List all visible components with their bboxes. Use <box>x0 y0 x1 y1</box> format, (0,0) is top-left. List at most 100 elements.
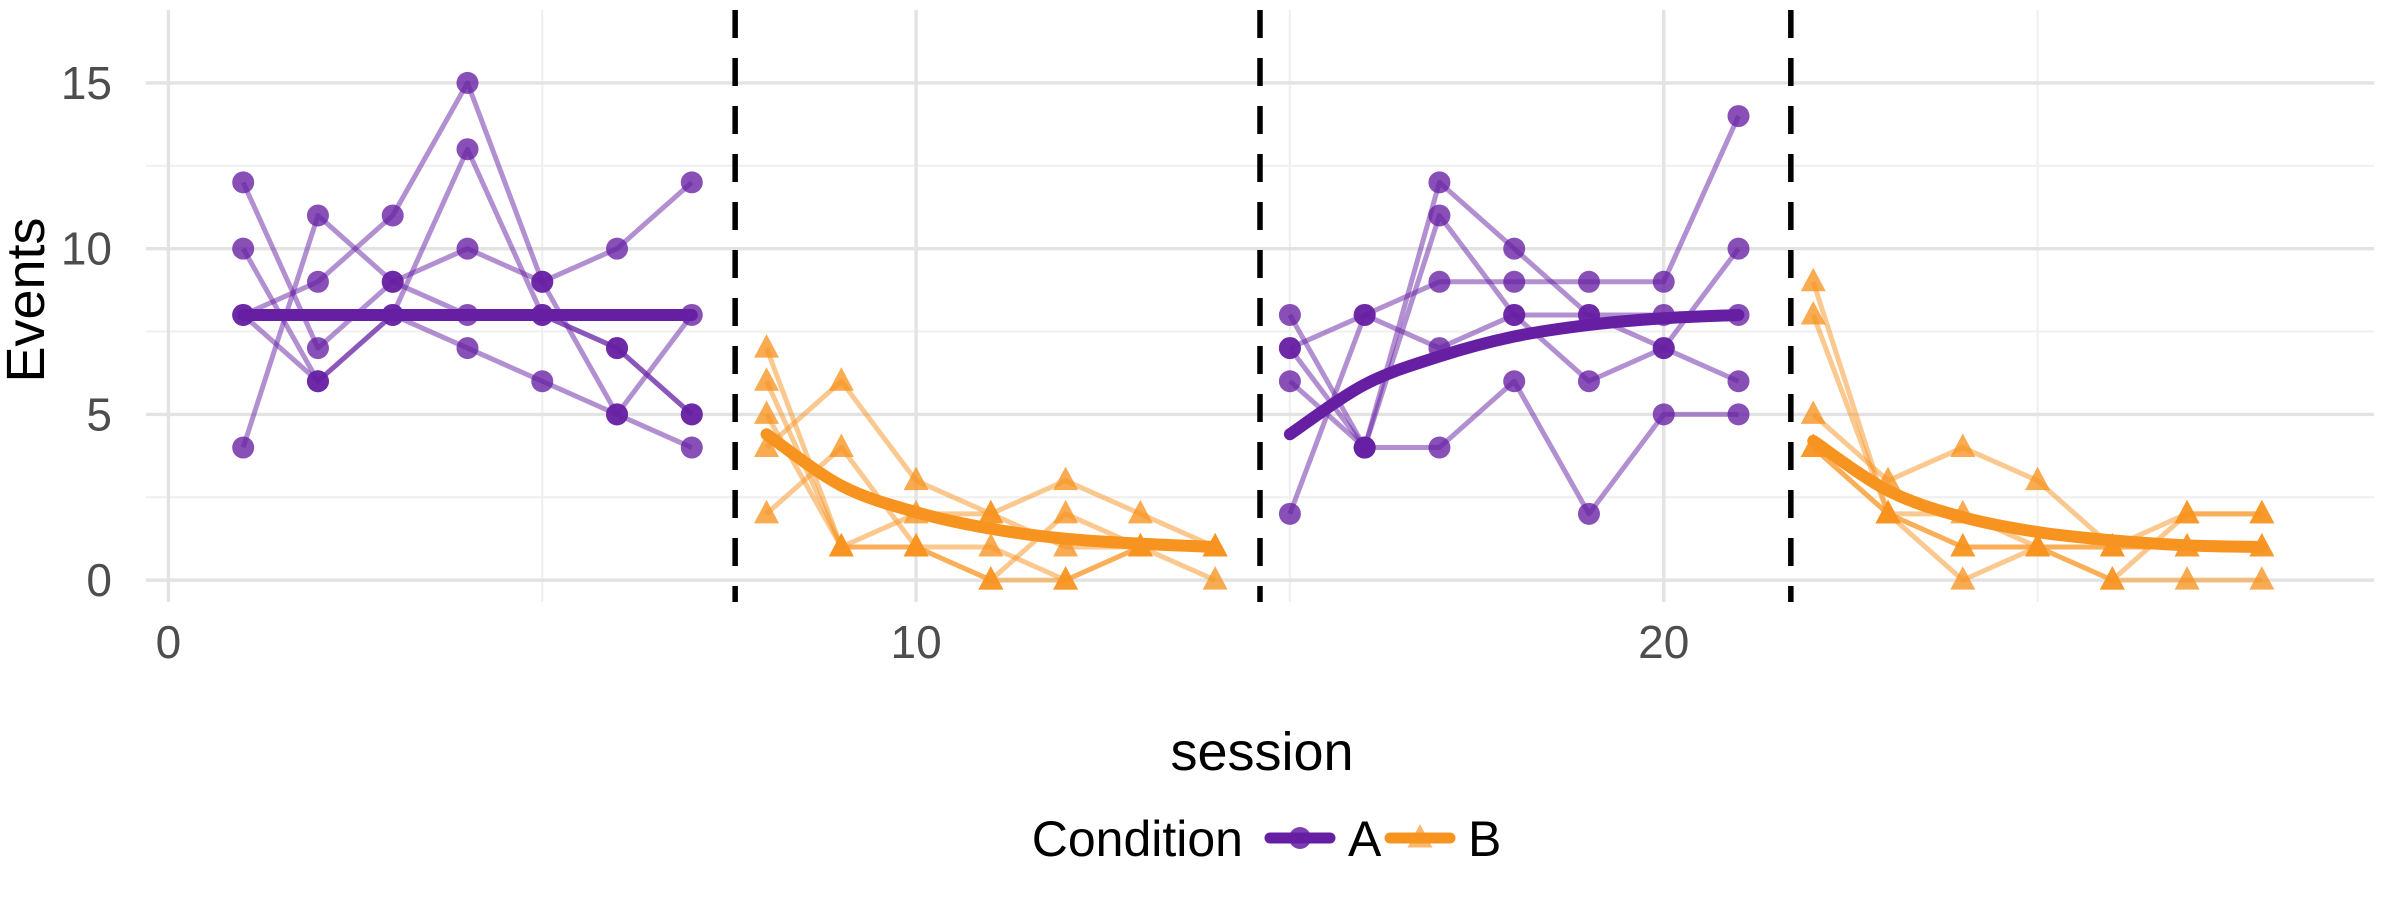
data-point-triangle <box>754 400 780 424</box>
data-point-triangle <box>1053 532 1079 557</box>
data-point-circle <box>381 270 404 293</box>
data-point-triangle <box>754 433 780 458</box>
data-point-triangle <box>978 532 1004 557</box>
data-point-circle <box>1278 370 1301 393</box>
data-point-circle <box>680 436 703 459</box>
data-point-triangle <box>2249 499 2275 524</box>
data-point-circle <box>456 237 479 260</box>
data-point-circle <box>531 303 554 326</box>
y-axis-tick-label: 5 <box>86 388 112 440</box>
data-point-circle <box>1428 171 1451 194</box>
data-point-circle <box>306 270 329 293</box>
data-point-circle <box>531 370 554 393</box>
data-point-circle <box>1652 270 1675 293</box>
phase-separator-lines <box>732 10 1794 602</box>
legend-key-triangle-icon <box>1407 824 1433 848</box>
data-point-circle <box>306 204 329 227</box>
data-point-circle <box>1428 436 1451 459</box>
x-axis-tick-label: 0 <box>156 616 182 668</box>
data-point-triangle <box>754 367 780 391</box>
legend-label-a: A <box>1348 811 1382 867</box>
data-point-circle <box>1503 370 1526 393</box>
data-point-triangle <box>1875 466 1901 491</box>
data-point-circle <box>1727 303 1750 326</box>
data-point-triangle <box>1053 566 1079 590</box>
x-axis-tick-label: 20 <box>1638 616 1689 668</box>
data-point-triangle <box>978 499 1004 524</box>
data-point-triangle <box>1127 499 1153 524</box>
x-axis-title: session <box>1170 722 1353 782</box>
legend-title: Condition <box>1032 811 1243 867</box>
data-point-triangle <box>828 367 854 391</box>
data-point-triangle <box>2249 532 2275 557</box>
data-point-circle <box>1727 403 1750 426</box>
data-point-circle <box>680 403 703 426</box>
data-point-circle <box>680 303 703 326</box>
data-point-circle <box>680 171 703 194</box>
data-point-circle <box>1428 270 1451 293</box>
data-point-triangle <box>2174 532 2200 557</box>
data-point-circle <box>306 370 329 393</box>
data-point-triangle <box>978 566 1004 590</box>
data-point-circle <box>1428 337 1451 360</box>
data-point-circle <box>606 237 629 260</box>
legend-item-b: B <box>1384 811 1501 867</box>
data-point-triangle <box>2025 466 2051 491</box>
y-axis-tick-label: 0 <box>86 554 112 606</box>
data-point-triangle <box>903 499 929 524</box>
data-point-triangle <box>2249 566 2275 590</box>
data-point-triangle <box>903 532 929 557</box>
data-point-triangle <box>828 433 854 458</box>
data-point-circle <box>232 171 255 194</box>
data-point-circle <box>1278 303 1301 326</box>
data-point-triangle <box>1202 532 1228 557</box>
y-axis-title: Events <box>0 217 56 382</box>
data-point-circle <box>1652 303 1675 326</box>
data-point-triangle <box>2174 566 2200 590</box>
data-point-circle <box>456 71 479 94</box>
data-point-circle <box>456 303 479 326</box>
data-point-triangle <box>828 532 854 557</box>
y-axis-tick-label: 15 <box>61 57 112 109</box>
data-point-triangle <box>2099 532 2125 557</box>
data-point-triangle <box>1800 300 1826 325</box>
data-point-triangle <box>2174 499 2200 524</box>
data-point-triangle <box>1127 532 1153 557</box>
data-point-circle <box>1652 337 1675 360</box>
data-point-circle <box>606 337 629 360</box>
data-point-circle <box>1577 370 1600 393</box>
legend-key-circle-icon <box>1289 827 1311 849</box>
data-point-triangle <box>1800 267 1826 292</box>
data-point-triangle <box>1053 499 1079 524</box>
data-point-circle <box>1278 502 1301 525</box>
data-point-circle <box>456 138 479 161</box>
data-point-circle <box>1727 237 1750 260</box>
data-point-triangle <box>1875 499 1901 524</box>
data-point-circle <box>1727 105 1750 128</box>
legend-item-a: A <box>1264 811 1382 867</box>
data-point-circle <box>1727 370 1750 393</box>
data-point-circle <box>1652 403 1675 426</box>
data-point-triangle <box>1950 433 1976 458</box>
data-point-triangle <box>1800 433 1826 458</box>
data-point-circle <box>1353 436 1376 459</box>
data-point-triangle <box>2099 566 2125 590</box>
data-point-circle <box>306 337 329 360</box>
axis-tick-labels: 0 5 10 15 0 10 20 <box>61 57 1689 668</box>
data-point-circle <box>381 204 404 227</box>
data-point-triangle <box>903 466 929 491</box>
data-point-triangle <box>1202 566 1228 590</box>
data-points <box>232 71 2275 590</box>
data-point-circle <box>1503 270 1526 293</box>
data-point-triangle <box>754 499 780 524</box>
data-point-circle <box>1577 502 1600 525</box>
data-point-circle <box>1428 204 1451 227</box>
data-point-circle <box>232 237 255 260</box>
data-point-circle <box>1503 303 1526 326</box>
y-axis-tick-label: 10 <box>61 223 112 275</box>
data-point-triangle <box>1800 400 1826 424</box>
data-point-triangle <box>1053 466 1079 491</box>
data-point-triangle <box>2025 532 2051 557</box>
